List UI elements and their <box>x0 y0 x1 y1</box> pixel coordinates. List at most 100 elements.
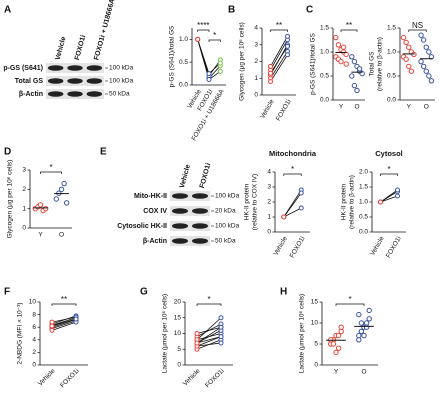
data-point <box>426 73 432 79</box>
blot-band <box>86 78 103 84</box>
lane-label: Vehicle <box>55 36 68 61</box>
data-point <box>194 340 200 346</box>
data-point <box>351 82 358 89</box>
data-point <box>423 44 429 50</box>
row-label: β-Actin <box>143 238 167 245</box>
data-point <box>330 341 337 347</box>
lane-label: FOXO1i <box>199 162 212 189</box>
data-point <box>217 60 223 66</box>
pair-line <box>197 39 221 75</box>
kda-label: 100 kDa <box>215 223 240 230</box>
y-tick-label: 1.0 <box>179 36 188 43</box>
y-tick-label: 1.0 <box>359 199 368 206</box>
data-point <box>64 200 70 206</box>
data-point <box>268 70 273 76</box>
y-tick-label: 5 <box>314 341 318 348</box>
y-tick-label: 1 <box>22 205 26 212</box>
y-tick-label: 2 <box>22 186 26 193</box>
y-tick-label: 3 <box>267 184 271 191</box>
pair-line <box>283 192 302 218</box>
data-point <box>418 58 424 65</box>
x-tick-label: Y <box>334 369 339 376</box>
sig-label: ** <box>346 21 352 30</box>
data-point <box>400 34 407 41</box>
data-point <box>43 205 49 212</box>
y-tick-label: 4 <box>32 337 36 344</box>
blot-band <box>192 208 208 214</box>
data-point <box>335 332 342 339</box>
sig-bracket <box>197 29 210 32</box>
data-point <box>408 68 415 74</box>
y-axis-label: p-GS (S641)/total GS <box>169 25 176 87</box>
blot-strip <box>170 191 210 201</box>
blot-band <box>172 208 188 214</box>
y-tick-label: 10 <box>29 299 37 306</box>
blot-band <box>86 65 103 71</box>
y-tick-label: 4 <box>267 169 271 176</box>
x-tick-label: FOXO1i <box>385 235 403 259</box>
sig-bracket <box>196 303 222 306</box>
data-point <box>406 44 412 50</box>
data-point <box>428 78 435 84</box>
y-tick-label: 1.5 <box>387 25 396 32</box>
data-point <box>338 58 344 65</box>
lane-label: FOXO1i <box>74 34 87 61</box>
data-point <box>340 44 347 50</box>
data-point <box>356 311 362 318</box>
blot-band <box>47 65 64 71</box>
pair-line <box>196 317 222 341</box>
y-tick-label: 0 <box>32 362 36 369</box>
data-point <box>268 79 273 85</box>
data-point <box>420 63 427 70</box>
sig-label: NS <box>412 21 423 30</box>
data-point <box>53 196 59 202</box>
y-axis-label: 2-NBDG (MFI × 10⁻³) <box>17 302 24 364</box>
data-point <box>395 187 400 193</box>
data-point <box>358 328 365 335</box>
sig-bracket <box>40 171 62 174</box>
sig-bracket <box>51 303 77 306</box>
y-tick-label: 5 <box>177 346 181 353</box>
blot-band <box>47 91 64 97</box>
sig-label: * <box>348 295 351 304</box>
pair-line <box>197 39 221 77</box>
x-tick-label: FOXO1i <box>59 368 81 390</box>
data-point <box>351 58 358 65</box>
x-tick-label: O <box>59 232 64 239</box>
blot-band <box>192 193 208 199</box>
y-tick-label: 2 <box>32 349 36 356</box>
blot-band <box>67 91 83 97</box>
pair-line <box>51 321 77 331</box>
kda-label: 100 kDa <box>109 78 134 85</box>
pair-line <box>283 207 302 218</box>
data-point <box>333 34 339 41</box>
pair-line <box>270 39 288 71</box>
data-point <box>298 190 304 196</box>
row-label: Mito-HK-II <box>134 193 167 200</box>
pair-line <box>380 195 398 203</box>
y-axis-label: p-GS (S641)/total GS <box>310 32 317 94</box>
y-tick-label: 1 <box>254 75 258 82</box>
kda-label: 50 kDa <box>215 238 236 245</box>
blot-strip <box>170 206 210 216</box>
y-tick-label: 2 <box>267 199 271 206</box>
y-axis-label: HK-II protein <box>244 183 251 220</box>
data-point <box>426 49 432 55</box>
data-point <box>418 32 424 38</box>
y-tick-label: 0.5 <box>320 73 329 80</box>
y-tick-label: 0 <box>314 362 318 369</box>
data-point <box>58 186 65 193</box>
y-axis-label: (relative to COX IV) <box>252 174 259 230</box>
data-point <box>403 56 409 62</box>
sig-bracket <box>408 29 427 32</box>
blot-band <box>172 238 188 244</box>
data-point <box>333 349 339 356</box>
x-tick-label: FOXO1i <box>275 98 293 122</box>
y-tick-label: 3 <box>254 41 258 48</box>
x-tick-label: O <box>424 104 429 111</box>
pair-line <box>270 46 288 74</box>
row-label: β-Actin <box>19 91 43 98</box>
y-tick-label: 6 <box>32 324 36 331</box>
y-axis-label: (relative to β-actin) <box>377 37 384 91</box>
